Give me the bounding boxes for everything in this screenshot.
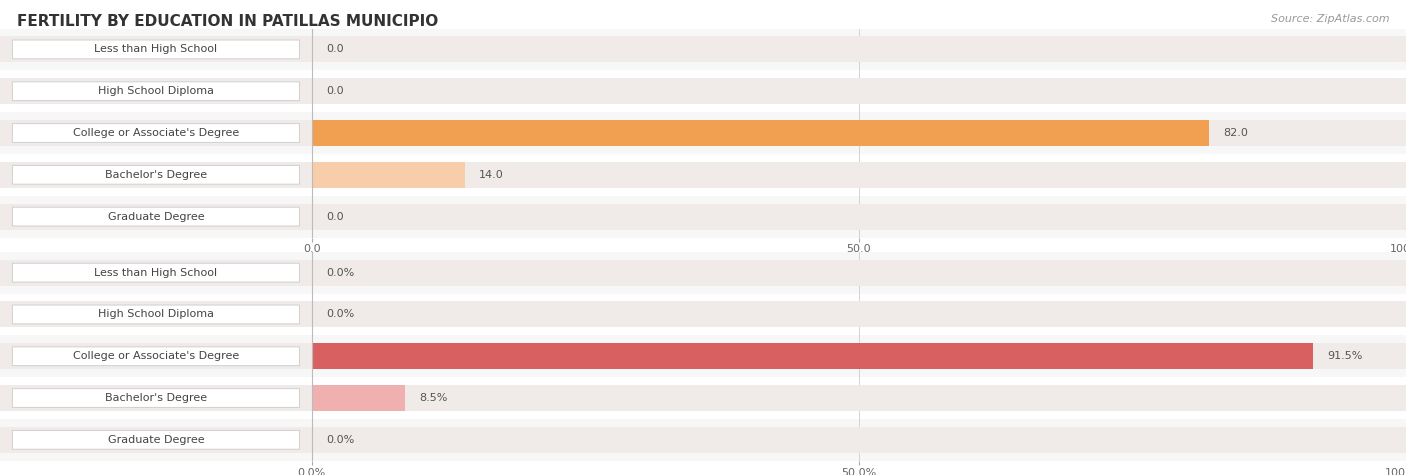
Bar bbox=[312, 204, 1406, 229]
Bar bbox=[312, 260, 1406, 285]
Text: 0.0: 0.0 bbox=[326, 44, 343, 55]
Bar bbox=[0, 78, 312, 104]
FancyBboxPatch shape bbox=[13, 165, 299, 184]
Text: 0.0%: 0.0% bbox=[326, 267, 354, 278]
Bar bbox=[312, 343, 1406, 369]
Bar bbox=[0, 204, 312, 229]
Bar bbox=[312, 78, 1406, 104]
FancyBboxPatch shape bbox=[13, 124, 299, 142]
Bar bbox=[312, 162, 1406, 188]
Bar bbox=[0, 294, 1406, 335]
Text: Graduate Degree: Graduate Degree bbox=[108, 211, 204, 222]
Bar bbox=[312, 302, 1406, 327]
FancyBboxPatch shape bbox=[13, 263, 299, 282]
Text: Source: ZipAtlas.com: Source: ZipAtlas.com bbox=[1271, 14, 1389, 24]
Bar bbox=[0, 37, 312, 62]
Bar bbox=[0, 162, 312, 188]
FancyBboxPatch shape bbox=[13, 347, 299, 366]
Text: High School Diploma: High School Diploma bbox=[98, 309, 214, 320]
Bar bbox=[0, 302, 312, 327]
Bar bbox=[0, 154, 1406, 196]
FancyBboxPatch shape bbox=[13, 389, 299, 408]
Bar bbox=[312, 385, 1406, 411]
Text: 0.0%: 0.0% bbox=[326, 309, 354, 320]
Bar bbox=[0, 335, 1406, 377]
Text: Bachelor's Degree: Bachelor's Degree bbox=[105, 170, 207, 180]
Text: 14.0: 14.0 bbox=[479, 170, 503, 180]
Bar bbox=[0, 252, 1406, 294]
Bar bbox=[312, 120, 1406, 146]
Text: College or Associate's Degree: College or Associate's Degree bbox=[73, 128, 239, 138]
Bar bbox=[0, 419, 1406, 461]
Text: 8.5%: 8.5% bbox=[419, 393, 447, 403]
Text: FERTILITY BY EDUCATION IN PATILLAS MUNICIPIO: FERTILITY BY EDUCATION IN PATILLAS MUNIC… bbox=[17, 14, 439, 29]
FancyBboxPatch shape bbox=[13, 430, 299, 449]
Text: 0.0%: 0.0% bbox=[326, 435, 354, 445]
FancyBboxPatch shape bbox=[13, 82, 299, 101]
Text: College or Associate's Degree: College or Associate's Degree bbox=[73, 351, 239, 361]
Bar bbox=[0, 260, 312, 285]
Bar bbox=[312, 385, 405, 411]
Bar bbox=[0, 28, 1406, 70]
Bar bbox=[0, 343, 312, 369]
Text: High School Diploma: High School Diploma bbox=[98, 86, 214, 96]
Bar bbox=[0, 427, 312, 453]
Text: 0.0: 0.0 bbox=[326, 211, 343, 222]
Bar bbox=[0, 385, 312, 411]
Bar bbox=[0, 377, 1406, 419]
Text: Less than High School: Less than High School bbox=[94, 44, 218, 55]
Bar bbox=[312, 162, 465, 188]
Text: 0.0: 0.0 bbox=[326, 86, 343, 96]
Bar bbox=[312, 120, 1209, 146]
Bar bbox=[312, 427, 1406, 453]
Text: Less than High School: Less than High School bbox=[94, 267, 218, 278]
Text: Bachelor's Degree: Bachelor's Degree bbox=[105, 393, 207, 403]
Bar bbox=[0, 120, 312, 146]
Bar bbox=[312, 343, 1313, 369]
Text: Graduate Degree: Graduate Degree bbox=[108, 435, 204, 445]
FancyBboxPatch shape bbox=[13, 40, 299, 59]
FancyBboxPatch shape bbox=[13, 207, 299, 226]
Text: 82.0: 82.0 bbox=[1223, 128, 1249, 138]
Bar bbox=[0, 196, 1406, 238]
Bar bbox=[312, 37, 1406, 62]
FancyBboxPatch shape bbox=[13, 305, 299, 324]
Bar bbox=[0, 112, 1406, 154]
Bar bbox=[0, 70, 1406, 112]
Text: 91.5%: 91.5% bbox=[1327, 351, 1362, 361]
